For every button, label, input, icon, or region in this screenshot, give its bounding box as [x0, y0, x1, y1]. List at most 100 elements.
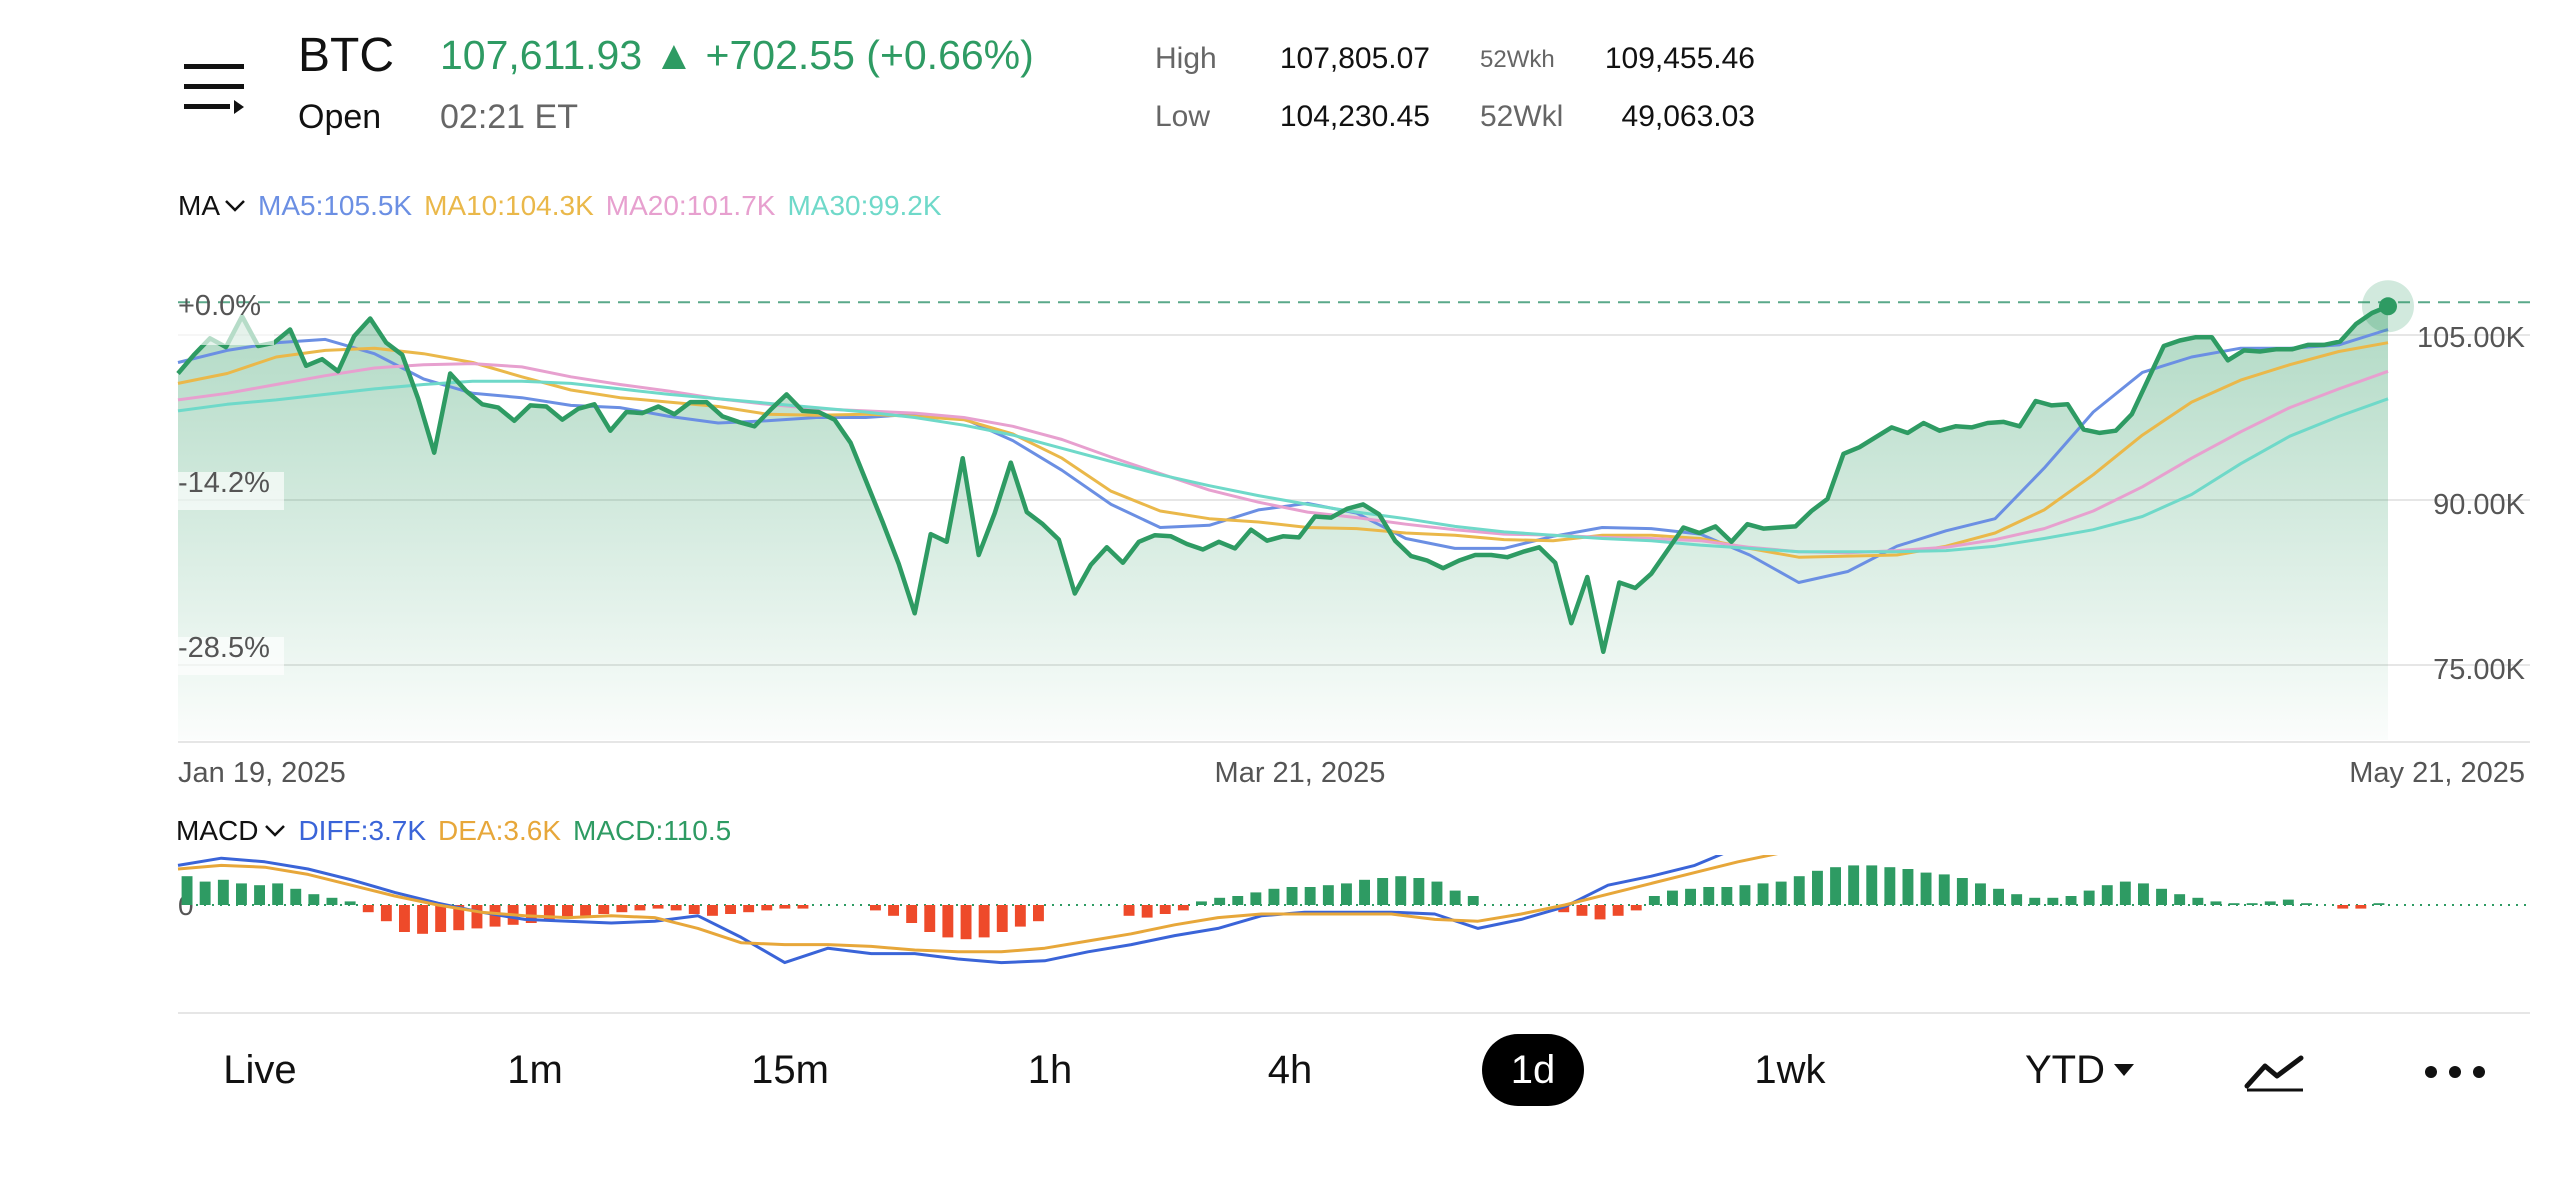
low-label: Low	[1155, 100, 1211, 133]
macd-bar	[1739, 885, 1751, 905]
macd-bar	[290, 888, 302, 905]
y-tick-price-label: 105.00K	[2417, 322, 2526, 354]
macd-bar	[1341, 883, 1352, 905]
tf-15m[interactable]: 15m	[751, 1048, 829, 1092]
macd-bar	[1304, 887, 1316, 905]
macd-bar	[1141, 905, 1153, 918]
macd-legend: MACD DIFF:3.7K DEA:3.6K MACD:110.5	[176, 815, 743, 847]
current-price: 107,611.93	[440, 32, 643, 78]
series-ma20-line	[177, 362, 2389, 555]
macd-bar	[598, 905, 610, 914]
wk52-high-value: 109,455.46	[1604, 42, 1755, 75]
macd-bar	[254, 885, 265, 905]
macd-bar	[688, 905, 700, 914]
ma10-value: MA10:104.3K	[424, 190, 594, 221]
percent-label-bg	[176, 472, 284, 510]
high-label: High	[1155, 42, 1217, 75]
wk52-low-label: 52Wkl	[1480, 100, 1564, 133]
macd-bar	[906, 905, 918, 923]
macd-bar	[1902, 869, 1914, 905]
macd-bar	[1196, 901, 1207, 905]
macd-bar	[1413, 878, 1425, 905]
macd-bar	[725, 905, 736, 914]
macd-bar	[2174, 894, 2186, 905]
macd-bar	[1757, 883, 1769, 905]
macd-bar	[2264, 901, 2276, 905]
market-time: 02:21 ET	[440, 98, 578, 136]
macd-bar	[707, 905, 718, 916]
tf-live[interactable]: Live	[223, 1048, 297, 1092]
macd-bar	[870, 905, 881, 911]
x-tick-label: May 21, 2025	[2349, 757, 2525, 789]
macd-bar	[2047, 897, 2059, 905]
macd-bar	[2246, 903, 2258, 905]
symbol: BTC	[298, 29, 394, 82]
price-area	[178, 306, 2388, 740]
macd-bar	[1286, 887, 1298, 905]
tf-1m[interactable]: 1m	[507, 1048, 563, 1092]
macd-bar	[1232, 896, 1244, 905]
macd-bar	[580, 905, 591, 916]
ma30-value: MA30:99.2K	[787, 190, 942, 221]
tf-ytd-label: YTD	[2025, 1048, 2105, 1092]
market-state: Open	[298, 98, 382, 136]
macd-bar	[380, 905, 392, 922]
macd-bar	[1123, 905, 1135, 916]
macd-bar	[344, 901, 356, 905]
macd-bar	[634, 905, 646, 911]
x-tick-label: Mar 21, 2025	[1215, 757, 1386, 789]
macd-bar	[1268, 888, 1280, 905]
macd-bar	[1431, 881, 1443, 905]
macd-bar	[2011, 894, 2023, 905]
macd-bar	[1250, 892, 1262, 905]
macd-bar	[888, 905, 899, 916]
macd-bar	[2083, 890, 2095, 905]
macd-bar	[2282, 899, 2294, 905]
price-chart[interactable]: +0.0% 105.00K -14.2% 90.00K -28.5% 75.00K Jan …	[0, 240, 2556, 800]
tf-1h[interactable]: 1h	[1027, 1048, 1073, 1092]
macd-bar	[743, 905, 755, 913]
tf-1d[interactable]: 1d	[1482, 1034, 1584, 1106]
macd-bar	[1866, 865, 1878, 905]
macd-bar	[562, 905, 573, 918]
macd-bar	[1159, 905, 1171, 914]
tf-1wk[interactable]: 1wk	[1754, 1048, 1826, 1092]
macd-bar	[652, 905, 664, 909]
percent-label-bg	[176, 307, 274, 345]
ma-selector-label: MA	[178, 190, 220, 221]
macd-bar	[1449, 890, 1461, 905]
macd-bar	[1920, 872, 1932, 905]
macd-bar	[960, 905, 972, 940]
line-chart-icon	[2244, 1055, 2304, 1092]
macd-bar	[308, 894, 320, 905]
macd-bar	[616, 905, 628, 913]
chart-type-button[interactable]	[2235, 1030, 2315, 1110]
ma-selector[interactable]: MA	[178, 190, 246, 222]
macd-bar	[779, 905, 791, 909]
macd-bar	[670, 905, 682, 911]
macd-bar	[2119, 881, 2131, 905]
tf-4h[interactable]: 4h	[1267, 1048, 1313, 1092]
wk52-low-value: 49,063.03	[1621, 100, 1755, 133]
macd-chart[interactable]: 0	[0, 855, 2556, 1015]
macd-bar	[1177, 905, 1189, 911]
macd-bar	[1033, 905, 1044, 922]
macd-bar	[543, 905, 555, 922]
series-ma30-line	[177, 379, 2389, 554]
macd-bar	[1612, 905, 1624, 916]
high-value: 107,805.07	[1279, 42, 1430, 75]
more-button[interactable]	[2410, 1030, 2500, 1110]
macd-bar	[2210, 901, 2222, 905]
macd-bar	[181, 876, 193, 905]
macd-selector[interactable]: MACD	[176, 815, 286, 847]
macd-bar	[1703, 887, 1715, 905]
macd-bar	[1576, 905, 1588, 916]
low-value: 104,230.45	[1279, 100, 1430, 133]
menu-button[interactable]	[180, 58, 250, 118]
macd-bar	[1793, 876, 1805, 905]
price-change: 107,611.93 ▲ +702.55 (+0.66%)	[440, 32, 1034, 79]
tf-ytd[interactable]: YTD	[2010, 1030, 2150, 1110]
macd-bar	[1975, 883, 1986, 905]
caret-down-icon	[2114, 1064, 2134, 1076]
macd-bar	[453, 905, 465, 931]
